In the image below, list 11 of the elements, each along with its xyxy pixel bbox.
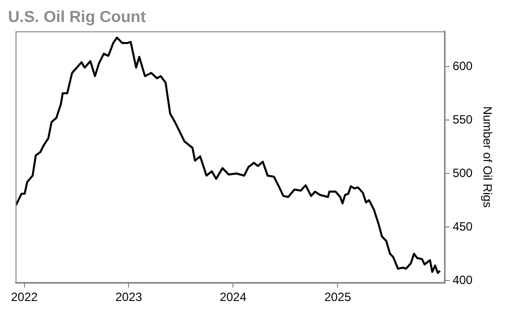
y-tick-label: 500 (452, 166, 473, 180)
x-tick-label: 2022 (10, 290, 38, 304)
y-tick-label: 400 (452, 272, 473, 287)
x-tick-label: 2025 (324, 290, 352, 304)
y-tick-label: 600 (452, 58, 473, 73)
x-tick-label: 2023 (115, 290, 142, 304)
chart-title: U.S. Oil Rig Count (8, 9, 146, 26)
x-tick-label: 2024 (220, 290, 247, 304)
y-axis-title: Number of Oil Rigs (480, 106, 494, 208)
y-tick-label: 450 (452, 219, 473, 234)
y-tick-label: 550 (452, 112, 473, 126)
